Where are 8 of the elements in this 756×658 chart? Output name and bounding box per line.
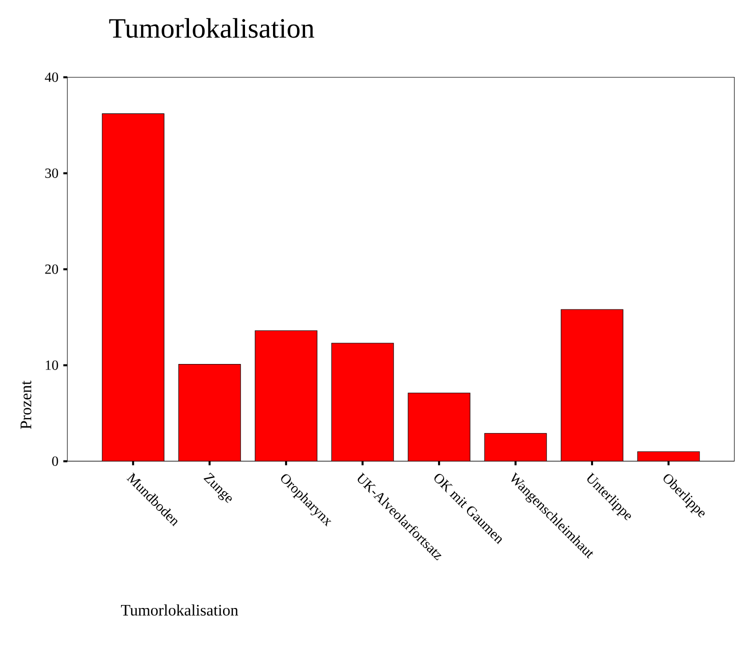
chart-title: Tumorlokalisation: [109, 18, 314, 38]
y-tick-label: 0: [52, 456, 58, 466]
y-axis-title: Prozent: [20, 380, 32, 429]
y-tick-label: 30: [45, 168, 58, 178]
y-tick-label: 20: [45, 264, 58, 274]
y-tick-label: 40: [44, 72, 58, 82]
x-axis-title: Tumorlokalisation: [121, 604, 238, 616]
y-tick-label: 10: [46, 360, 58, 370]
